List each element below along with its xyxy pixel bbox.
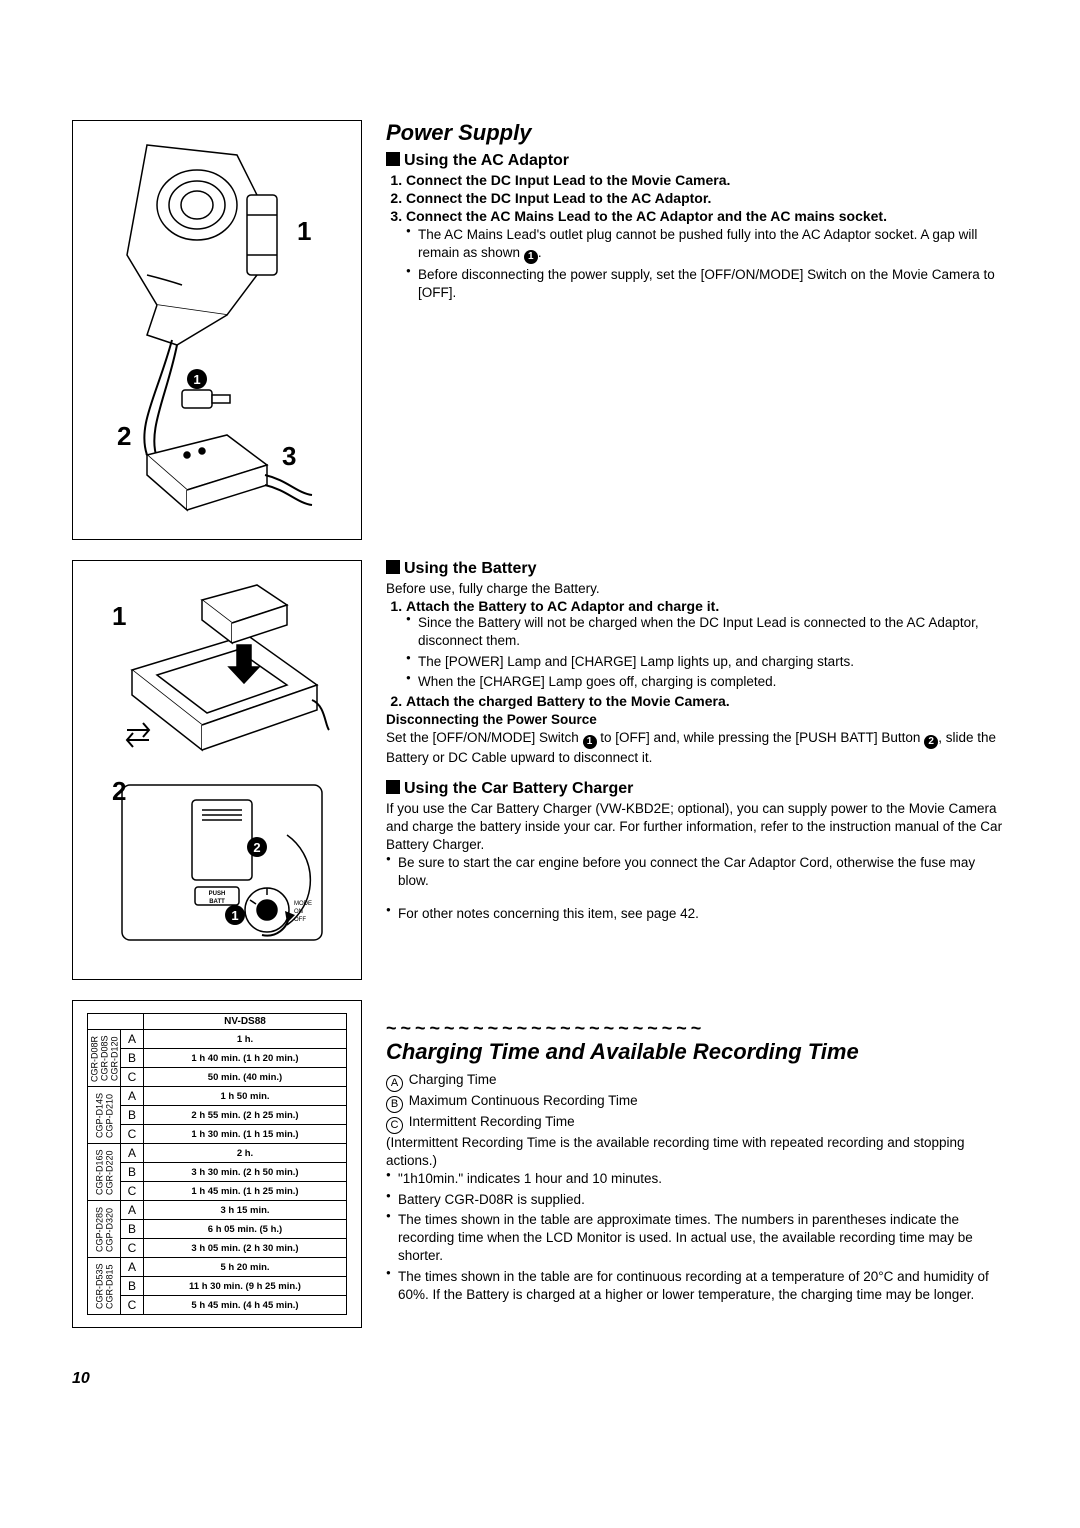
table-value-cell: 3 h 30 min. (2 h 50 min.) — [144, 1163, 347, 1182]
mode-label: MODE — [294, 901, 312, 907]
bidir-arrow-icon — [127, 723, 149, 747]
figure2-step1: 1 — [112, 601, 126, 631]
badge-1-icon: 1 — [524, 250, 538, 264]
table-battery-cell: CGR-D16S CGR-D220 — [88, 1144, 121, 1201]
table-value-cell: 5 h 20 min. — [144, 1258, 347, 1277]
batt-step1-note2: The [POWER] Lamp and [CHARGE] Lamp light… — [406, 653, 1008, 671]
section2-bullet-3: The times shown in the table are approxi… — [386, 1211, 1008, 1266]
figure1-step2: 2 — [117, 421, 131, 451]
sub-battery-head: Using the Battery — [386, 560, 1008, 578]
legend-C: C Intermittent Recording Time — [386, 1113, 1008, 1134]
other-note: For other notes concerning this item, se… — [386, 905, 1008, 923]
section2-bullet-1: "1h10min." indicates 1 hour and 10 minut… — [386, 1170, 1008, 1188]
figure1-step1: 1 — [297, 216, 311, 246]
table-abc-cell: A — [121, 1030, 144, 1049]
batt-step-2: Attach the charged Battery to the Movie … — [406, 693, 1008, 709]
ac-note-2: Before disconnecting the power supply, s… — [406, 266, 1008, 302]
car-note-1: Be sure to start the car engine before y… — [386, 854, 1008, 890]
table-value-cell: 2 h. — [144, 1144, 347, 1163]
section2-para1: (Intermittent Recording Time is the avai… — [386, 1134, 1008, 1170]
svg-text:2: 2 — [253, 840, 260, 855]
table-abc-cell: C — [121, 1239, 144, 1258]
table-header: NV-DS88 — [144, 1014, 347, 1030]
ac-step-2: Connect the DC Input Lead to the AC Adap… — [406, 190, 1008, 206]
table-abc-cell: C — [121, 1068, 144, 1087]
table-value-cell: 1 h. — [144, 1030, 347, 1049]
table-battery-cell: CGR-D08R CGR-D08S CGR-D120 — [88, 1030, 121, 1087]
sub-ac-adaptor-head: Using the AC Adaptor — [386, 152, 1008, 170]
figure-battery: PUSH BATT MODE ON OFF — [72, 560, 362, 980]
table-value-cell: 1 h 45 min. (1 h 25 min.) — [144, 1182, 347, 1201]
figure2-badge2: 2 — [247, 837, 267, 857]
table-abc-cell: A — [121, 1201, 144, 1220]
table-value-cell: 1 h 50 min. — [144, 1087, 347, 1106]
charging-table: NV-DS88 CGR-D08R CGR-D08S CGR-D120A1 h.B… — [87, 1013, 347, 1315]
push-label: PUSH — [209, 891, 226, 897]
table-battery-cell: CGP-D28S CGP-D320 — [88, 1201, 121, 1258]
svg-text:1: 1 — [193, 372, 200, 387]
batt-step1-note1: Since the Battery will not be charged wh… — [406, 614, 1008, 650]
table-abc-cell: A — [121, 1144, 144, 1163]
divider-tilde: ~~~~~~~~~~~~~~~~~~~~~~ — [386, 1018, 1008, 1039]
table-battery-cell: CGR-D53S CGR-D815 — [88, 1258, 121, 1315]
badge-2-icon: 2 — [924, 735, 938, 749]
table-abc-cell: B — [121, 1106, 144, 1125]
figure-table-box: NV-DS88 CGR-D08R CGR-D08S CGR-D120A1 h.B… — [72, 1000, 362, 1328]
table-abc-cell: B — [121, 1163, 144, 1182]
table-abc-cell: B — [121, 1220, 144, 1239]
disconnect-text: Set the [OFF/ON/MODE] Switch 1 to [OFF] … — [386, 729, 1008, 767]
legend-B: B Maximum Continuous Recording Time — [386, 1092, 1008, 1113]
table-abc-cell: A — [121, 1087, 144, 1106]
table-value-cell: 1 h 40 min. (1 h 20 min.) — [144, 1049, 347, 1068]
section1-title: Power Supply — [386, 120, 1008, 146]
figure1-badge1: 1 — [187, 369, 207, 389]
badge-1-icon: 1 — [583, 735, 597, 749]
table-value-cell: 50 min. (40 min.) — [144, 1068, 347, 1087]
ac-note-1: The AC Mains Lead's outlet plug cannot b… — [406, 226, 1008, 264]
svg-text:1: 1 — [231, 908, 238, 923]
table-abc-cell: C — [121, 1296, 144, 1315]
battery-pretext: Before use, fully charge the Battery. — [386, 580, 1008, 598]
section2-bullet-2: Battery CGR-D08R is supplied. — [386, 1191, 1008, 1209]
table-value-cell: 5 h 45 min. (4 h 45 min.) — [144, 1296, 347, 1315]
disconnect-head: Disconnecting the Power Source — [386, 711, 1008, 729]
table-value-cell: 3 h 05 min. (2 h 30 min.) — [144, 1239, 347, 1258]
ac-step-3: Connect the AC Mains Lead to the AC Adap… — [406, 208, 1008, 224]
section2-title: Charging Time and Available Recording Ti… — [386, 1039, 1008, 1065]
figure2-step2: 2 — [112, 776, 126, 806]
car-text: If you use the Car Battery Charger (VW-K… — [386, 800, 1008, 855]
table-value-cell: 3 h 15 min. — [144, 1201, 347, 1220]
ac-step-1: Connect the DC Input Lead to the Movie C… — [406, 172, 1008, 188]
figure1-step3: 3 — [282, 441, 296, 471]
on-label: ON — [294, 909, 303, 915]
table-abc-cell: C — [121, 1125, 144, 1144]
figure-ac-adaptor: 1 2 3 1 — [72, 120, 362, 540]
table-abc-cell: A — [121, 1258, 144, 1277]
table-value-cell: 2 h 55 min. (2 h 25 min.) — [144, 1106, 347, 1125]
off-label: OFF — [294, 917, 306, 923]
table-battery-cell: CGP-D14S CGP-D210 — [88, 1087, 121, 1144]
table-value-cell: 1 h 30 min. (1 h 15 min.) — [144, 1125, 347, 1144]
table-value-cell: 11 h 30 min. (9 h 25 min.) — [144, 1277, 347, 1296]
table-value-cell: 6 h 05 min. (5 h.) — [144, 1220, 347, 1239]
legend-A: A Charging Time — [386, 1071, 1008, 1092]
section2-bullet-4: The times shown in the table are for con… — [386, 1268, 1008, 1304]
figure2-badge1: 1 — [225, 905, 245, 925]
sub-car-head: Using the Car Battery Charger — [386, 780, 1008, 798]
table-abc-cell: B — [121, 1277, 144, 1296]
figure-ac-adaptor-svg: 1 2 3 1 — [87, 135, 347, 525]
batt-step1-note3: When the [CHARGE] Lamp goes off, chargin… — [406, 673, 1008, 691]
batt-step-1: Attach the Battery to AC Adaptor and cha… — [406, 598, 1008, 691]
figure-battery-svg: PUSH BATT MODE ON OFF — [87, 575, 347, 965]
table-abc-cell: C — [121, 1182, 144, 1201]
batt-label: BATT — [209, 899, 225, 905]
page-number: 10 — [72, 1370, 1008, 1388]
table-abc-cell: B — [121, 1049, 144, 1068]
